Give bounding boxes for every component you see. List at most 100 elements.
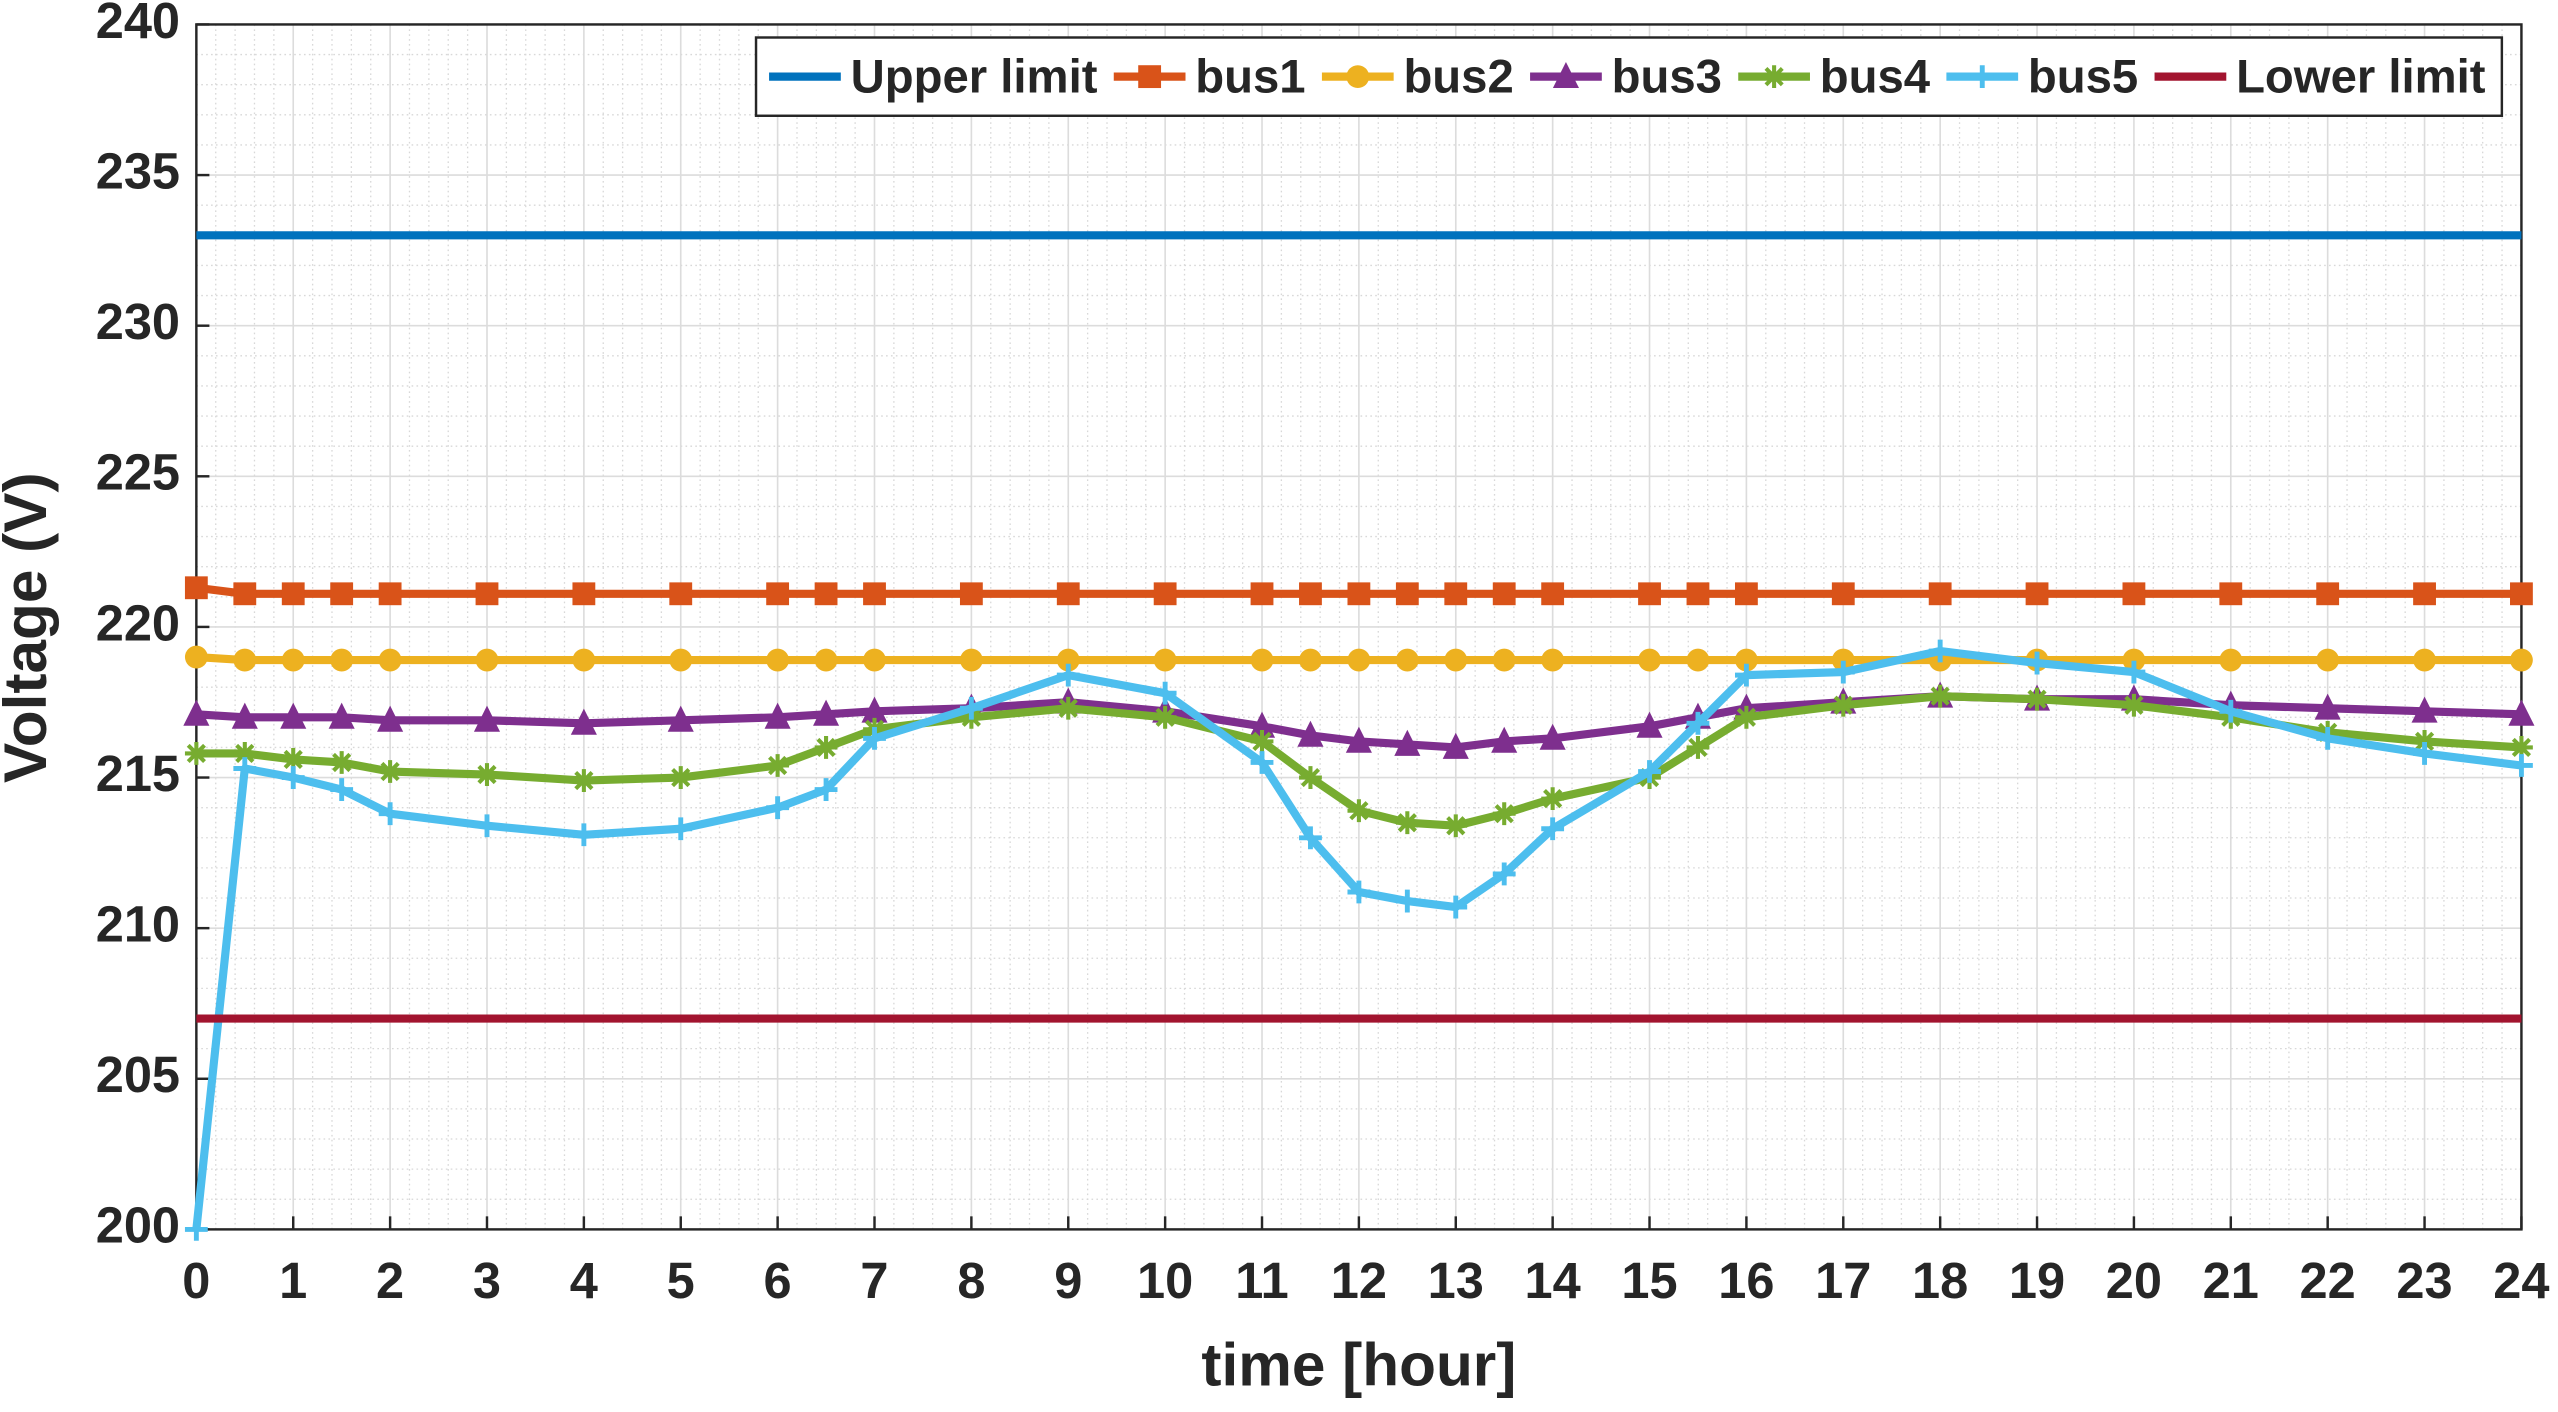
point-marker bbox=[1153, 681, 1177, 705]
point-marker bbox=[2413, 729, 2436, 753]
point-marker bbox=[330, 648, 354, 672]
y-tick-label: 215 bbox=[96, 745, 180, 802]
point-marker bbox=[2314, 693, 2341, 720]
plot-frame bbox=[195, 23, 2523, 1231]
point-marker bbox=[1686, 582, 1710, 606]
x-tick-label: 22 bbox=[2300, 1252, 2356, 1309]
point-marker bbox=[764, 702, 791, 729]
point-marker bbox=[330, 778, 354, 802]
point-marker bbox=[1347, 799, 1371, 823]
point-marker bbox=[1056, 648, 1080, 672]
point-marker bbox=[1395, 811, 1419, 835]
point-marker bbox=[1492, 802, 1516, 826]
point-marker bbox=[959, 696, 983, 720]
point-marker bbox=[1928, 582, 1952, 606]
point-marker bbox=[1345, 726, 1372, 753]
point-marker bbox=[863, 582, 886, 606]
y-tick-label: 235 bbox=[96, 142, 180, 199]
point-marker bbox=[572, 582, 596, 606]
point-marker bbox=[183, 699, 210, 726]
point-marker bbox=[669, 582, 693, 606]
point-marker bbox=[184, 576, 208, 600]
point-marker bbox=[1444, 814, 1468, 838]
point-marker bbox=[378, 760, 402, 783]
point-marker bbox=[1492, 648, 1516, 672]
point-marker bbox=[2316, 726, 2340, 750]
point-marker bbox=[280, 702, 307, 729]
point-marker bbox=[1250, 751, 1274, 774]
point-marker bbox=[2122, 693, 2146, 717]
x-tick-label: 20 bbox=[2106, 1252, 2162, 1309]
legend-item: bus5 bbox=[1946, 50, 2138, 103]
point-marker bbox=[1444, 582, 1468, 606]
point-marker bbox=[2508, 699, 2535, 726]
point-marker bbox=[2025, 651, 2049, 675]
point-marker bbox=[1250, 582, 1274, 606]
x-tick-label: 12 bbox=[1331, 1252, 1387, 1309]
legend-item: bus2 bbox=[1321, 50, 1514, 103]
point-marker bbox=[1686, 711, 1710, 735]
y-tick-label: 220 bbox=[96, 594, 180, 651]
x-tick-label: 6 bbox=[764, 1252, 792, 1309]
point-marker bbox=[1734, 705, 1758, 729]
point-marker bbox=[1541, 817, 1565, 841]
point-marker bbox=[766, 754, 790, 777]
legend-label: bus1 bbox=[1195, 50, 1305, 103]
point-marker bbox=[959, 648, 983, 672]
point-marker bbox=[1056, 582, 1080, 606]
x-tick-label: 8 bbox=[957, 1252, 985, 1309]
point-marker bbox=[2316, 582, 2340, 606]
point-marker bbox=[2510, 582, 2533, 606]
y-tick-label: 200 bbox=[96, 1197, 180, 1254]
legend-label: bus4 bbox=[1820, 50, 1931, 103]
x-axis-label: time [hour] bbox=[1201, 1331, 1516, 1399]
point-marker bbox=[281, 766, 305, 789]
point-marker bbox=[2510, 736, 2533, 759]
point-marker bbox=[863, 648, 886, 672]
point-marker bbox=[378, 582, 402, 606]
point-marker bbox=[1636, 711, 1663, 738]
point-marker bbox=[959, 582, 983, 606]
legend-item: Upper limit bbox=[769, 50, 1098, 103]
point-marker bbox=[2219, 582, 2243, 606]
x-tick-label: 19 bbox=[2009, 1252, 2065, 1309]
point-marker bbox=[2413, 742, 2436, 765]
y-tick-label: 205 bbox=[96, 1046, 180, 1103]
point-marker bbox=[1248, 711, 1276, 738]
point-marker bbox=[1299, 826, 1322, 850]
point-marker bbox=[2413, 582, 2436, 606]
point-marker bbox=[1638, 760, 1661, 783]
legend-item: Lower limit bbox=[2154, 50, 2486, 103]
point-marker bbox=[330, 751, 354, 774]
point-marker bbox=[2510, 754, 2533, 777]
point-marker bbox=[1928, 639, 1952, 663]
point-marker bbox=[572, 769, 596, 792]
point-marker bbox=[1686, 736, 1710, 759]
point-marker bbox=[1734, 663, 1758, 687]
legend-marker bbox=[1552, 61, 1579, 89]
legend-label: bus5 bbox=[2028, 50, 2138, 103]
point-marker bbox=[861, 696, 888, 723]
point-marker bbox=[231, 702, 258, 729]
point-marker bbox=[669, 648, 693, 672]
point-marker bbox=[1444, 648, 1468, 672]
point-marker bbox=[1831, 660, 1855, 684]
point-marker bbox=[475, 648, 499, 672]
point-marker bbox=[281, 748, 305, 771]
point-marker bbox=[1541, 648, 1565, 672]
point-marker bbox=[1395, 582, 1419, 606]
point-marker bbox=[378, 648, 402, 672]
x-tick-label: 7 bbox=[860, 1252, 888, 1309]
point-marker bbox=[570, 708, 597, 735]
point-marker bbox=[1638, 582, 1661, 606]
point-marker bbox=[233, 582, 257, 606]
point-marker bbox=[1831, 582, 1855, 606]
point-marker bbox=[1395, 889, 1419, 913]
point-marker bbox=[2122, 582, 2146, 606]
point-marker bbox=[233, 742, 257, 765]
point-marker bbox=[1395, 648, 1419, 672]
point-marker bbox=[184, 742, 208, 765]
legend-marker bbox=[1346, 65, 1370, 89]
